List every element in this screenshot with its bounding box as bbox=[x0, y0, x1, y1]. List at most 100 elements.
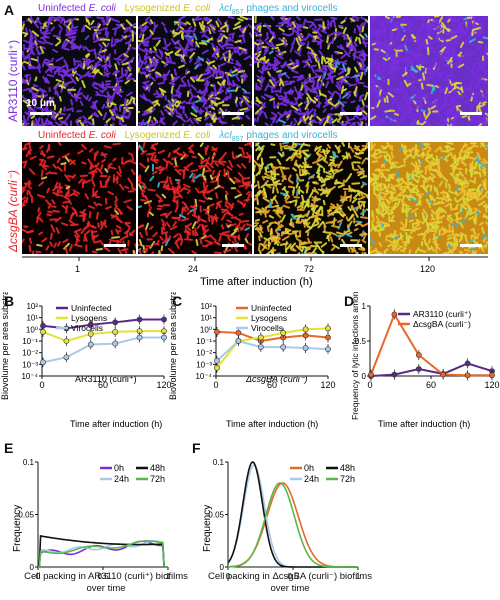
micrograph-curli-plus-1h bbox=[22, 16, 136, 126]
x-tick-label: 60 bbox=[98, 380, 108, 390]
x-tick-label: 1 bbox=[356, 572, 361, 581]
panel-d-chart: Frequency of lytic infections among all … bbox=[350, 292, 500, 429]
x-tick-label: 120 bbox=[484, 380, 499, 390]
x-tick-label: 120 bbox=[156, 380, 171, 390]
data-point bbox=[368, 371, 374, 378]
scale-bar bbox=[340, 112, 362, 115]
data-point bbox=[214, 357, 220, 364]
y-tick-label: 10⁻⁴ bbox=[195, 372, 212, 381]
y-tick-label: 1 bbox=[362, 302, 367, 311]
header-phages: λcI857 phages and virocells bbox=[219, 130, 338, 143]
panel-c-strain-label: ΔcsgBA (curli⁻) bbox=[245, 374, 307, 384]
y-tick-label: 10⁻⁴ bbox=[21, 372, 38, 381]
data-point bbox=[302, 326, 309, 333]
data-point bbox=[415, 352, 422, 358]
data-point bbox=[302, 345, 309, 351]
panel-b-label: B bbox=[4, 293, 15, 309]
scale-bar bbox=[340, 244, 362, 247]
x-tick-label: 0 bbox=[39, 380, 44, 390]
panel-f-label: F bbox=[192, 440, 201, 456]
y-tick-label: 10⁻¹ bbox=[22, 337, 38, 346]
series-line bbox=[216, 330, 329, 343]
data-point bbox=[489, 372, 495, 379]
y-tick-label: 0.1 bbox=[23, 458, 35, 467]
micrograph-curli-plus-72h bbox=[254, 16, 368, 126]
data-point bbox=[280, 344, 287, 351]
y-tick-label: 10¹ bbox=[200, 314, 212, 323]
data-point bbox=[464, 360, 471, 367]
y-tick-label: 10⁻¹ bbox=[196, 337, 212, 346]
data-point bbox=[40, 359, 46, 366]
panel-f-ylabel: Frequency bbox=[202, 505, 213, 552]
data-point bbox=[136, 316, 143, 323]
scale-bar bbox=[30, 112, 52, 115]
y-tick-label: 10⁰ bbox=[26, 325, 38, 334]
x-tick-label: 0 bbox=[213, 380, 218, 390]
panel-a-header-bottom: Uninfected E. coli Lysogenized E. coli λ… bbox=[38, 130, 338, 143]
y-tick-label: 10⁰ bbox=[200, 325, 212, 334]
scale-bar bbox=[104, 244, 126, 247]
scale-bar bbox=[222, 244, 244, 247]
panel-a-header-top: Uninfected E. coli Lysogenized E. coli λ… bbox=[38, 3, 338, 16]
micrograph-curli-minus-24h bbox=[138, 142, 252, 254]
scale-bar bbox=[222, 112, 244, 115]
data-point bbox=[415, 366, 422, 372]
panel-b-ylabel: Biovolume per area substratum (μm³/μm²) bbox=[0, 292, 10, 400]
y-tick-label: 10² bbox=[26, 302, 38, 311]
data-point bbox=[391, 371, 398, 378]
time-tick-120: 120 bbox=[420, 264, 435, 274]
data-point bbox=[214, 364, 220, 371]
series-line bbox=[38, 540, 168, 568]
time-tick-1: 1 bbox=[75, 264, 80, 274]
header-uninfected: Uninfected E. coli bbox=[38, 130, 116, 141]
data-point bbox=[235, 338, 242, 344]
x-tick-label: 0.5 bbox=[287, 572, 299, 581]
x-tick-label: 0.5 bbox=[97, 572, 109, 581]
data-point bbox=[280, 329, 287, 336]
legend-label: 24h bbox=[304, 474, 319, 484]
panel-a-label: A bbox=[4, 2, 15, 18]
y-tick-label: 10⁻³ bbox=[196, 360, 212, 369]
panel-c-ylabel: Biovolume per area substratum (μm³/μm²) bbox=[168, 292, 178, 400]
panel-d-ylabel: Frequency of lytic infections among all … bbox=[350, 292, 360, 420]
y-tick-label: 0 bbox=[362, 372, 367, 381]
panel-e-ylabel: Frequency bbox=[12, 505, 23, 552]
y-tick-label: 10² bbox=[200, 302, 212, 311]
panel-f-chart: Frequency 0 0.05 0.1 0 0.5 1 0h 48h 24h 72h bbox=[202, 458, 361, 581]
micrograph-curli-minus-120h bbox=[370, 142, 488, 254]
panel-a-time-axis: 1 24 72 120 Time after induction (h) bbox=[22, 256, 488, 288]
data-point bbox=[87, 331, 94, 337]
legend-label: 72h bbox=[340, 474, 355, 484]
y-tick-label: 10⁻² bbox=[196, 349, 212, 358]
x-tick-label: 120 bbox=[320, 380, 335, 390]
x-tick-label: 0 bbox=[367, 380, 372, 390]
scale-bar bbox=[460, 112, 482, 115]
time-tick-72: 72 bbox=[304, 264, 314, 274]
series-line bbox=[42, 336, 164, 364]
header-lysogenized: Lysogenized E. coli bbox=[124, 3, 211, 14]
data-point bbox=[325, 346, 331, 353]
x-tick-label: 60 bbox=[426, 380, 436, 390]
y-tick-label: 0 bbox=[220, 563, 225, 572]
row-label-curli-plus: AR3110 (curli⁺) bbox=[6, 39, 20, 122]
header-lysogenized: Lysogenized E. coli bbox=[124, 130, 211, 141]
data-point bbox=[235, 329, 242, 336]
legend-label: 0h bbox=[304, 463, 314, 473]
series-line bbox=[227, 464, 358, 568]
series-line bbox=[227, 482, 359, 568]
data-point bbox=[87, 321, 94, 328]
data-point bbox=[63, 354, 70, 361]
legend-label: 48h bbox=[150, 463, 165, 473]
y-tick-label: 10⁻² bbox=[22, 349, 38, 358]
x-tick-label: 60 bbox=[267, 380, 277, 390]
legend-label: 0h bbox=[114, 463, 124, 473]
series-line bbox=[42, 330, 164, 343]
panel-f-xlabel: Cell packing in ΔcsgBA (curli⁻) biofilms… bbox=[208, 571, 372, 594]
panel-c-label: C bbox=[172, 293, 183, 309]
y-tick-label: 0 bbox=[30, 563, 35, 572]
data-point bbox=[257, 344, 264, 351]
data-point bbox=[112, 319, 119, 326]
y-tick-label: 0.05 bbox=[18, 511, 34, 520]
x-tick-label: 0 bbox=[36, 572, 41, 581]
y-tick-label: 0.5 bbox=[355, 337, 367, 346]
